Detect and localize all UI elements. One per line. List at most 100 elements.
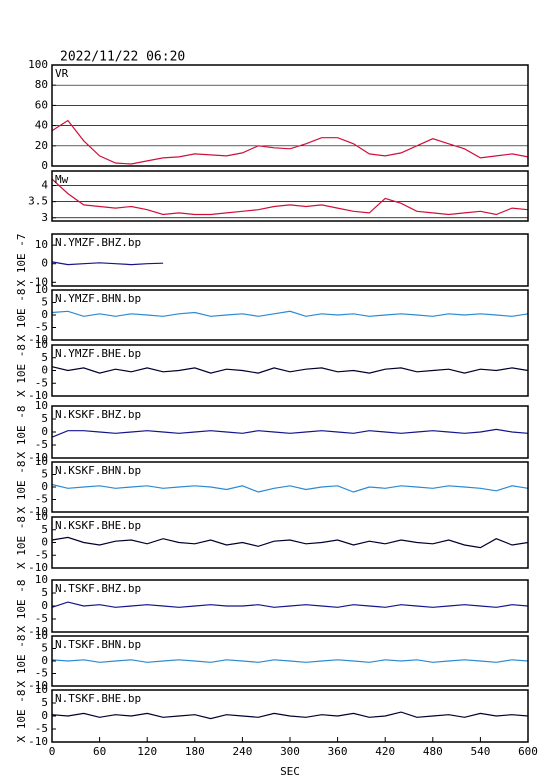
y-tick-label: -5: [35, 667, 48, 680]
panel-label: Mw: [55, 173, 69, 186]
panel-label: N.YMZF.BHE.bp: [55, 347, 141, 360]
x-tick-label: 420: [375, 745, 395, 758]
data-line: [51, 178, 529, 216]
panel-frame: [51, 635, 529, 687]
y-tick-label: 10: [35, 399, 48, 412]
y-tick-label: 3.5: [28, 195, 48, 208]
y-axis-label: X 10E -8: [15, 289, 28, 342]
y-tick-label: 0: [41, 257, 48, 270]
panel-frame: [51, 405, 529, 459]
y-tick-label: -10: [28, 505, 48, 518]
panel-label: N.YMZF.BHZ.bp: [55, 236, 141, 249]
y-tick-label: 10: [35, 283, 48, 296]
panel-label: N.TSKF.BHZ.bp: [55, 582, 141, 595]
y-tick-label: -5: [35, 321, 48, 334]
x-tick-label: 240: [232, 745, 252, 758]
panel-frame: [51, 289, 529, 341]
y-axis-label: X 10E -8: [15, 516, 28, 569]
panel-frame: [51, 170, 529, 222]
y-axis-label: X 10E -8: [15, 635, 28, 688]
y-tick-label: 0: [41, 480, 48, 493]
panel-frame: [51, 344, 529, 397]
y-tick-label: 5: [41, 296, 48, 309]
data-line: [51, 261, 164, 266]
data-line: [51, 536, 529, 549]
y-axis-label: X 10E -8: [15, 690, 28, 743]
x-tick-label: 360: [328, 745, 348, 758]
y-tick-label: -10: [28, 561, 48, 574]
y-tick-label: -10: [28, 679, 48, 692]
y-tick-label: -5: [35, 438, 48, 451]
y-tick-label: 10: [35, 629, 48, 642]
x-tick-label: 600: [518, 745, 538, 758]
chart-title: 2022/11/22 06:20: [60, 50, 185, 65]
y-tick-label: -10: [28, 275, 48, 288]
y-tick-label: 100: [28, 58, 48, 71]
data-line: [51, 428, 529, 438]
y-tick-label: 20: [35, 139, 48, 152]
y-tick-label: 5: [41, 642, 48, 655]
data-line: [51, 711, 529, 720]
panel-label: N.YMZF.BHN.bp: [55, 292, 141, 305]
y-tick-label: 0: [41, 425, 48, 438]
panel-label: N.TSKF.BHE.bp: [55, 692, 141, 705]
y-tick-label: 5: [41, 351, 48, 364]
y-tick-label: -10: [28, 389, 48, 402]
y-tick-label: 0: [41, 364, 48, 377]
y-tick-label: 0: [41, 654, 48, 667]
y-tick-label: 0: [41, 159, 48, 172]
y-axis-label: X 10E -8: [15, 344, 28, 397]
y-tick-label: 40: [35, 119, 48, 132]
panel-frame: [51, 233, 529, 287]
x-axis-label: SEC: [280, 765, 300, 778]
x-tick-label: 300: [280, 745, 300, 758]
y-axis-label: X 10E -8: [15, 461, 28, 514]
y-tick-label: 10: [35, 683, 48, 696]
panel-label: N.KSKF.BHE.bp: [55, 519, 141, 532]
y-tick-label: 10: [35, 510, 48, 523]
y-tick-label: 0: [41, 308, 48, 321]
panel-label: VR: [55, 67, 69, 80]
y-tick-label: 10: [35, 338, 48, 351]
y-tick-label: 10: [35, 573, 48, 586]
panel-frame: [51, 579, 529, 633]
y-tick-label: -5: [35, 548, 48, 561]
y-tick-label: 5: [41, 696, 48, 709]
y-tick-label: 3: [41, 211, 48, 224]
data-line: [51, 366, 529, 374]
y-tick-label: 10: [35, 455, 48, 468]
y-tick-label: 0: [41, 709, 48, 722]
y-axis-label: X 10E -8: [15, 406, 28, 459]
y-tick-label: 0: [41, 536, 48, 549]
y-tick-label: 60: [35, 98, 48, 111]
y-tick-label: -10: [28, 333, 48, 346]
y-tick-label: 4: [41, 179, 48, 192]
data-line: [51, 119, 529, 165]
y-tick-label: 10: [35, 238, 48, 251]
x-tick-label: 180: [185, 745, 205, 758]
panel-label: N.KSKF.BHZ.bp: [55, 408, 141, 421]
y-tick-label: 5: [41, 412, 48, 425]
y-tick-label: -5: [35, 612, 48, 625]
y-axis-label: X 10E -7: [15, 234, 28, 287]
x-tick-label: 480: [423, 745, 443, 758]
x-tick-label: 0: [49, 745, 56, 758]
y-tick-label: 5: [41, 523, 48, 536]
y-tick-label: 5: [41, 586, 48, 599]
y-tick-label: -10: [28, 735, 48, 748]
panel-frame: [51, 64, 529, 167]
data-line: [51, 601, 529, 608]
data-line: [51, 483, 529, 493]
y-tick-label: -5: [35, 722, 48, 735]
panel-label: N.KSKF.BHN.bp: [55, 464, 141, 477]
panel-frame: [51, 689, 529, 743]
x-tick-label: 120: [137, 745, 157, 758]
data-line: [51, 659, 529, 663]
panel-frame: [51, 516, 529, 569]
x-tick-label: 540: [470, 745, 490, 758]
y-tick-label: -5: [35, 493, 48, 506]
y-tick-label: -5: [35, 376, 48, 389]
panel-label: N.TSKF.BHN.bp: [55, 638, 141, 651]
y-tick-label: 80: [35, 78, 48, 91]
